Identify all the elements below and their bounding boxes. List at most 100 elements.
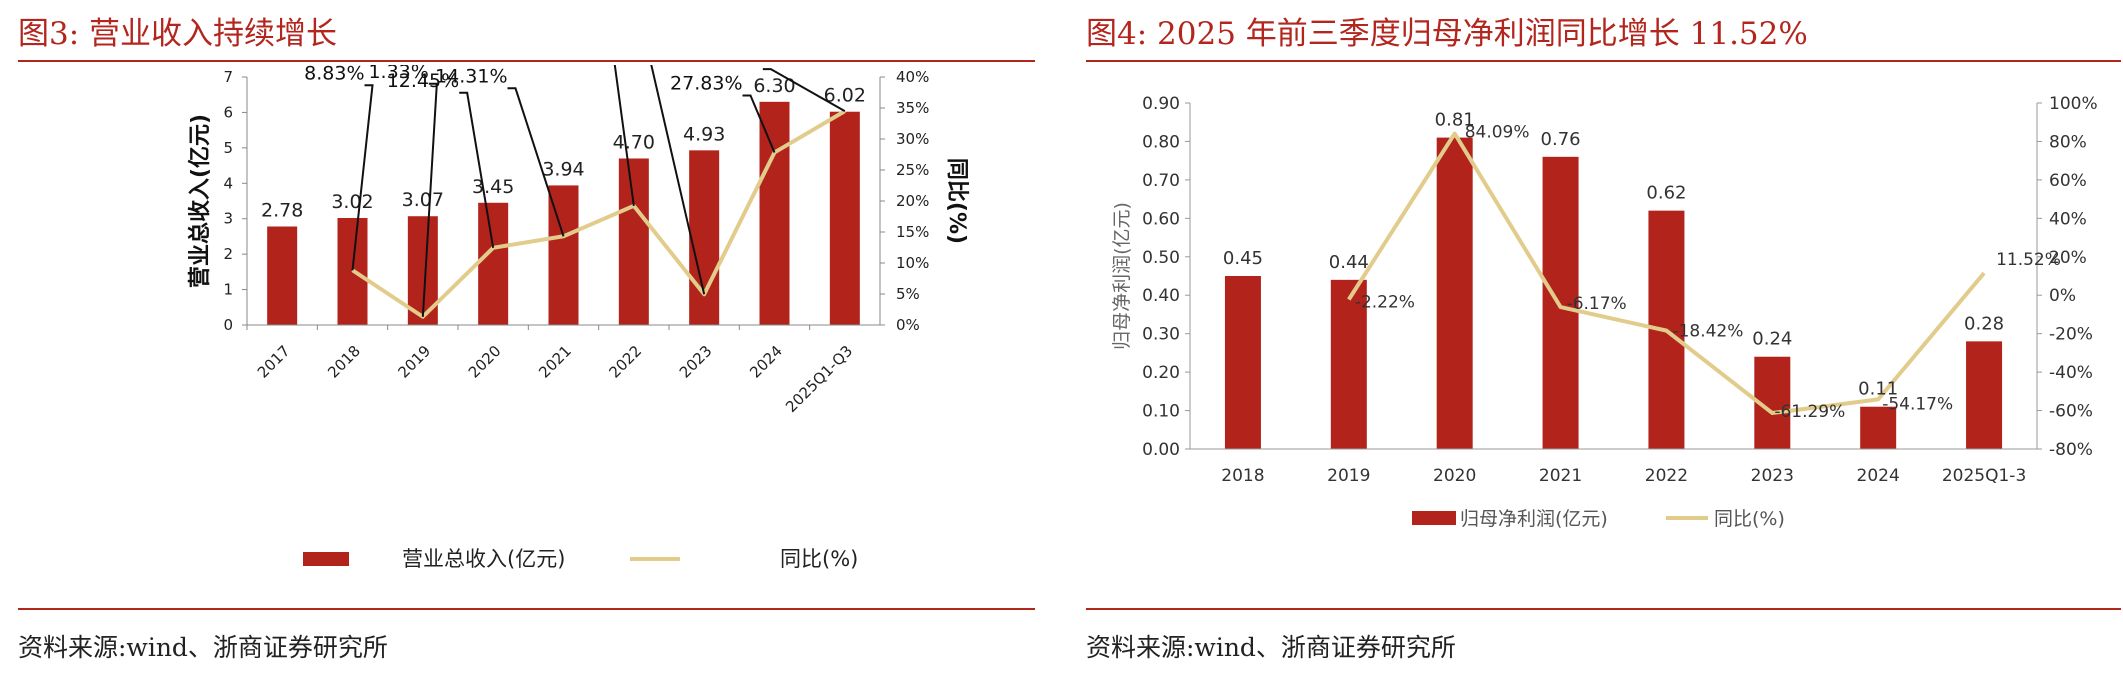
bar: [689, 150, 720, 325]
yoy-value-label: 84.09%: [1465, 123, 1530, 143]
yoy-value-label: 8.83%: [304, 65, 364, 84]
bar-value-label: 0.44: [1329, 252, 1369, 273]
yoy-line: [1347, 131, 1986, 416]
revenue-chart: 0 1 2 3 4 5 6 7 0% 5% 10% 15% 20% 25% 30% 35% 40% 2017 201…: [187, 65, 969, 571]
yoy-value-label: 34.49%: [690, 65, 762, 68]
x-tick-label: 2019: [1327, 466, 1370, 486]
y2-tick-label: 20%: [2049, 248, 2087, 268]
yoy-value-label: -61.29%: [1774, 402, 1845, 422]
x-tick-label: 2023: [1751, 466, 1794, 486]
y-tick-label: 6: [223, 103, 233, 121]
y2-tick-label: 60%: [2049, 171, 2087, 191]
bar: [267, 226, 298, 325]
y-tick-label: 0.60: [1142, 209, 1180, 229]
y-tick-label: 5: [223, 139, 233, 157]
yoy-leader-line: [742, 94, 776, 153]
y-tick-label: 0.70: [1142, 171, 1180, 191]
yoy-value-label: -6.17%: [1567, 294, 1627, 314]
yoy-leader-line: [351, 84, 374, 271]
bar-value-label: 0.76: [1541, 129, 1581, 150]
y2-tick-label: 5%: [896, 285, 920, 303]
yoy-leader-line: [507, 87, 565, 237]
y-tick-label: 0.90: [1142, 94, 1180, 114]
bar-value-label: 6.02: [824, 85, 866, 107]
x-tick-label: 2020: [1433, 466, 1476, 486]
y-axis-title: 营业总收入(亿元): [187, 114, 213, 288]
yoy-value-label: -18.42%: [1672, 322, 1743, 342]
bar-value-label: 0.28: [1964, 313, 2004, 334]
legend-line-label: 同比(%): [1714, 508, 1785, 530]
y2-tick-label: -20%: [2049, 325, 2093, 345]
figure-title: 图3: 营业收入持续增长: [18, 16, 338, 52]
source-note: 资料来源:wind、浙商证券研究所: [18, 633, 388, 662]
y-tick-label: 0.00: [1142, 440, 1180, 460]
yoy-value-label: 12.45%: [387, 70, 459, 92]
yoy-line: [351, 109, 846, 319]
bar-value-label: 3.07: [402, 189, 444, 211]
bar-value-label: 3.45: [472, 176, 514, 198]
net-profit-chart: 0.00 0.10 0.20 0.30 0.40 0.50 0.60 0.70 0.80 0.90…: [1111, 94, 2098, 530]
figure-title: 图4: 2025 年前三季度归母净利润同比增长 11.52%: [1086, 16, 1808, 52]
bar-value-label: 0.45: [1223, 248, 1263, 269]
y-tick-label: 2: [223, 245, 233, 263]
y2-axis-title: 同比(%): [944, 158, 969, 244]
y2-tick-label: 25%: [896, 161, 929, 179]
x-tick-label: 2024: [746, 342, 786, 382]
y2-tick-label: 10%: [896, 254, 929, 272]
y2-tick-label: 80%: [2049, 132, 2087, 152]
bar-value-label: 0.24: [1752, 329, 1792, 350]
yoy-value-label: 14.31%: [435, 65, 507, 87]
figure-3-panel: 图3: 营业收入持续增长 0 1 2 3 4 5 6 7 0% 5% 10% 15% 20% 25% 30%…: [0, 0, 1040, 682]
bar-value-label: 0.62: [1646, 183, 1686, 204]
bar-value-label: 0.11: [1858, 379, 1898, 400]
yoy-value-label: 11.52%: [1996, 250, 2061, 270]
title-rule: [1086, 60, 2121, 62]
yoy-leader-line: [421, 82, 438, 317]
x-tick-label: 2025Q1-3: [1942, 466, 2026, 486]
footer-rule: [18, 608, 1035, 610]
bar: [759, 101, 790, 325]
bar-value-label: 4.70: [613, 131, 655, 153]
yoy-value-label: -54.17%: [1882, 394, 1953, 414]
y2-tick-label: 30%: [896, 130, 929, 148]
y2-tick-label: 40%: [2049, 209, 2087, 229]
y2-tick-label: -80%: [2049, 440, 2093, 460]
bar-value-label: 4.93: [683, 123, 725, 145]
y2-tick-label: -60%: [2049, 402, 2093, 422]
legend-bar-swatch: [303, 552, 349, 566]
x-tick-label: 2020: [465, 342, 505, 382]
source-note: 资料来源:wind、浙商证券研究所: [1086, 633, 1456, 662]
x-tick-label: 2024: [1857, 466, 1900, 486]
bar: [1436, 137, 1473, 449]
y-tick-label: 0: [223, 316, 233, 334]
x-tick-label: 2018: [1221, 466, 1264, 486]
yoy-leader-line: [650, 65, 706, 295]
x-tick-label: 2023: [676, 342, 716, 382]
y-tick-label: 0.80: [1142, 132, 1180, 152]
y2-tick-label: 20%: [896, 192, 929, 210]
y2-tick-label: 15%: [896, 223, 929, 241]
bar-value-label: 3.02: [331, 191, 373, 213]
y-tick-label: 0.10: [1142, 402, 1180, 422]
x-tick-label: 2019: [395, 342, 435, 382]
yoy-value-label: 27.83%: [670, 72, 742, 94]
yoy-leader-line: [762, 68, 846, 113]
title-rule: [18, 60, 1035, 62]
x-tick-label: 2017: [254, 342, 294, 382]
x-tick-label: 2021: [535, 342, 575, 382]
yoy-leader-line: [613, 65, 635, 206]
y2-tick-label: 0%: [896, 316, 920, 334]
y-tick-label: 0.20: [1142, 363, 1180, 383]
bar: [829, 111, 860, 325]
y2-tick-label: 40%: [896, 68, 929, 86]
x-tick-label: 2022: [606, 342, 646, 382]
bar: [478, 202, 509, 325]
y-tick-label: 0.30: [1142, 325, 1180, 345]
y-tick-label: 7: [223, 68, 233, 86]
x-tick-label: 2025Q1-Q3: [782, 342, 856, 416]
yoy-leader-line: [459, 91, 495, 248]
y2-tick-label: -40%: [2049, 363, 2093, 383]
y-tick-label: 4: [223, 174, 233, 192]
y2-tick-label: 35%: [896, 99, 929, 117]
yoy-value-label: 1.33%: [368, 65, 428, 83]
